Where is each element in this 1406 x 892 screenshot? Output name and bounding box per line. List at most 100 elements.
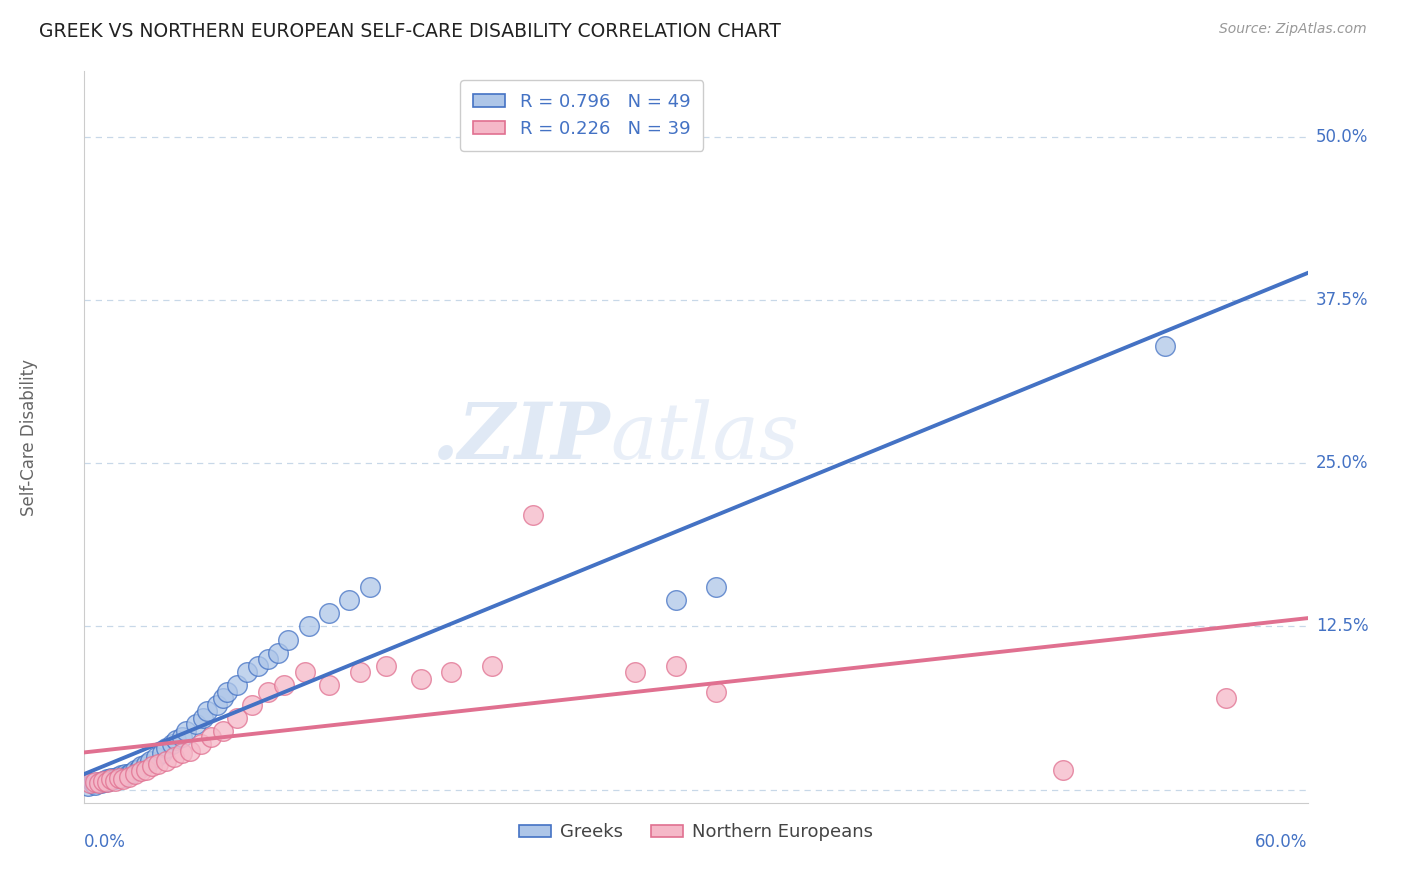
Point	[440, 665, 463, 680]
Point	[257, 652, 280, 666]
Point	[163, 750, 186, 764]
Text: Source: ZipAtlas.com: Source: ZipAtlas.com	[1219, 22, 1367, 37]
Point	[131, 764, 153, 779]
Point	[114, 767, 136, 781]
Point	[205, 698, 228, 712]
Point	[624, 665, 647, 680]
Point	[124, 763, 146, 777]
Point	[90, 776, 112, 790]
Point	[1215, 691, 1237, 706]
Point	[150, 746, 173, 760]
Point	[226, 711, 249, 725]
Point	[135, 756, 157, 771]
Point	[200, 731, 222, 745]
Point	[257, 685, 280, 699]
Point	[128, 762, 150, 776]
Text: 25.0%: 25.0%	[1316, 454, 1368, 472]
Point	[1154, 338, 1177, 352]
Point	[110, 768, 132, 782]
Text: 60.0%: 60.0%	[1256, 833, 1308, 851]
Point	[135, 763, 157, 777]
Point	[267, 646, 290, 660]
Point	[359, 580, 381, 594]
Point	[191, 711, 214, 725]
Point	[83, 775, 105, 789]
Point	[141, 759, 163, 773]
Point	[226, 678, 249, 692]
Point	[195, 705, 218, 719]
Point	[212, 691, 235, 706]
Point	[112, 770, 135, 784]
Point	[339, 593, 361, 607]
Point	[145, 750, 167, 764]
Point	[100, 772, 122, 787]
Point	[1052, 763, 1074, 777]
Point	[124, 767, 146, 781]
Point	[104, 773, 127, 788]
Point	[706, 580, 728, 594]
Point	[236, 665, 259, 680]
Point	[179, 743, 201, 757]
Point	[108, 771, 131, 785]
Text: GREEK VS NORTHERN EUROPEAN SELF-CARE DISABILITY CORRELATION CHART: GREEK VS NORTHERN EUROPEAN SELF-CARE DIS…	[39, 22, 782, 41]
Point	[104, 772, 127, 787]
Point	[349, 665, 371, 680]
Point	[409, 672, 432, 686]
Point	[665, 593, 688, 607]
Point	[105, 770, 128, 784]
Text: 0.0%: 0.0%	[84, 833, 127, 851]
Point	[120, 765, 142, 780]
Point	[100, 771, 122, 785]
Point	[217, 685, 239, 699]
Point	[146, 756, 169, 771]
Point	[155, 740, 177, 755]
Text: 12.5%: 12.5%	[1316, 617, 1368, 635]
Point	[273, 678, 295, 692]
Point	[240, 698, 263, 712]
Point	[83, 778, 105, 792]
Text: Self-Care Disability: Self-Care Disability	[20, 359, 38, 516]
Text: 37.5%: 37.5%	[1316, 291, 1368, 309]
Point	[522, 508, 544, 523]
Point	[97, 773, 120, 788]
Text: atlas: atlas	[610, 399, 799, 475]
Point	[246, 658, 269, 673]
Point	[96, 775, 118, 789]
Point	[172, 746, 194, 760]
Point	[375, 658, 398, 673]
Point	[118, 767, 141, 781]
Point	[481, 658, 503, 673]
Point	[87, 776, 110, 790]
Point	[138, 754, 160, 768]
Point	[212, 723, 235, 738]
Point	[87, 775, 110, 789]
Point	[298, 619, 321, 633]
Legend: Greeks, Northern Europeans: Greeks, Northern Europeans	[512, 816, 880, 848]
Point	[82, 776, 104, 790]
Point	[108, 771, 131, 785]
Point	[131, 759, 153, 773]
Point	[77, 779, 100, 793]
Point	[96, 772, 118, 787]
Point	[318, 678, 340, 692]
Text: 50.0%: 50.0%	[1316, 128, 1368, 145]
Point	[665, 658, 688, 673]
Point	[172, 731, 194, 745]
Point	[91, 773, 114, 788]
Point	[79, 776, 101, 790]
Point	[294, 665, 316, 680]
Text: .ZIP: .ZIP	[432, 399, 610, 475]
Point	[160, 737, 183, 751]
Point	[155, 754, 177, 768]
Point	[190, 737, 212, 751]
Point	[112, 772, 135, 787]
Point	[91, 773, 114, 788]
Point	[165, 733, 187, 747]
Point	[706, 685, 728, 699]
Point	[186, 717, 208, 731]
Point	[174, 723, 197, 738]
Point	[93, 775, 115, 789]
Point	[118, 770, 141, 784]
Point	[277, 632, 299, 647]
Point	[318, 607, 340, 621]
